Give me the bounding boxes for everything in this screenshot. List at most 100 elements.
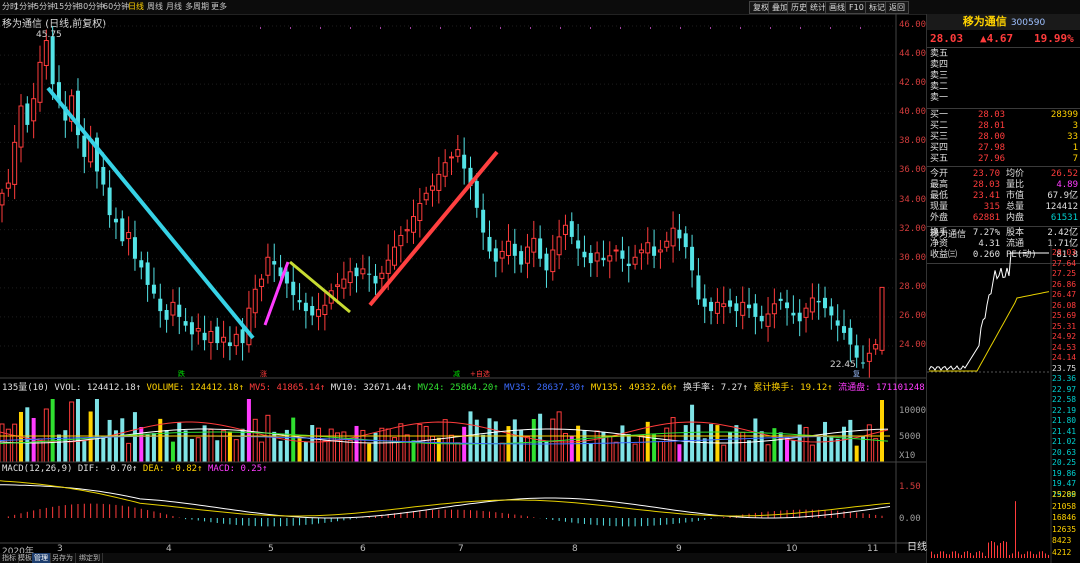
volume-bar <box>423 425 429 463</box>
candle-body <box>823 297 828 309</box>
mini-chart-title-text: 移为通信 <box>930 230 967 240</box>
buy-level-row[interactable]: 买四 27.98 1 <box>930 143 1080 154</box>
candle-body <box>848 327 853 345</box>
stat-value: 81.8 <box>1056 250 1078 260</box>
buy-level-price: 27.98 <box>978 143 1006 153</box>
period-tab-monthly[interactable]: 月线 <box>166 2 182 11</box>
buy-level-row[interactable]: 买三 28.00 33 <box>930 132 1080 143</box>
stat-value: 61531 <box>1050 213 1078 223</box>
top-tick-mark <box>710 27 711 29</box>
volume-bar <box>778 432 783 462</box>
volume-bar <box>544 441 549 462</box>
candle-body <box>740 301 746 316</box>
top-tick-mark <box>620 27 621 29</box>
stat-label: PE(动) <box>1006 250 1037 260</box>
sell-level-row[interactable]: 卖五 <box>930 49 1080 60</box>
volume-bar <box>765 444 771 463</box>
candle-body <box>379 272 385 279</box>
mini-volume-bar <box>961 554 962 558</box>
candle-body <box>670 227 676 247</box>
stat-value: 7.27% <box>972 228 1000 238</box>
sell-level-row[interactable]: 卖四 <box>930 60 1080 71</box>
mini-axis-label: 20.25 <box>1052 458 1077 467</box>
volume-bar <box>113 430 118 462</box>
period-tab-1min[interactable]: 1分钟 <box>14 2 36 11</box>
volume-bar <box>221 430 227 463</box>
mini-intraday-chart[interactable] <box>927 240 1080 563</box>
sell-level-row[interactable]: 卖三 <box>930 71 1080 82</box>
period-tab-5min[interactable]: 5分钟 <box>34 2 56 11</box>
volume-bar <box>37 438 43 463</box>
sell-level-row[interactable]: 卖一 <box>930 93 1080 104</box>
candle-body <box>291 281 296 296</box>
period-tab-weekly[interactable]: 周线 <box>147 2 163 11</box>
mini-volume-bar <box>1024 553 1025 558</box>
macd-dea: DEA: -0.82↑ <box>142 464 203 474</box>
top-tick-mark <box>500 27 501 29</box>
volume-bar <box>177 422 182 462</box>
trend-line-cyan <box>46 86 255 340</box>
mark-button[interactable]: 标记 <box>865 1 889 14</box>
volume-bar <box>208 428 214 463</box>
sell-level-row[interactable]: 卖二 <box>930 82 1080 93</box>
buy-level-row[interactable]: 买五 27.96 7 <box>930 154 1080 165</box>
stat-row: 最低 23.41 市值 67.9亿 <box>930 191 1080 202</box>
candle-body <box>423 192 429 201</box>
period-tab-timeshare[interactable]: 分时 <box>2 2 18 11</box>
period-tab-more[interactable]: 更多 <box>211 2 227 11</box>
mini-daily-tab[interactable]: 日线 <box>907 542 1057 553</box>
volume-bar <box>759 431 764 462</box>
price-axis-label: 34.00 <box>899 194 927 205</box>
candle-body <box>303 302 308 312</box>
kline-chart[interactable]: 45.75 22.45 跌 涨 减 +自选 复 <box>0 0 926 553</box>
vol-mv10: MV10: 32671.44↑ <box>330 383 413 393</box>
mini-daily-tab-label[interactable]: 日线 <box>907 542 927 553</box>
candle-body <box>411 216 417 233</box>
tab-manage[interactable]: 管理 <box>32 553 51 563</box>
candle-body <box>576 240 581 249</box>
volume-bar <box>562 432 568 463</box>
volume-bar <box>215 440 220 462</box>
candle-body <box>696 275 701 300</box>
stat-label: 换手 <box>930 228 949 238</box>
period-tab-30min[interactable]: 30分钟 <box>78 2 105 11</box>
candle-body <box>747 304 752 309</box>
mini-volume-bar <box>1021 554 1022 558</box>
candle-body <box>842 326 847 333</box>
period-tab-60min[interactable]: 60分钟 <box>103 2 130 11</box>
buy-level-row[interactable]: 买二 28.01 3 <box>930 121 1080 132</box>
period-tab-15min[interactable]: 15分钟 <box>54 2 81 11</box>
candle-body <box>12 141 18 185</box>
tab-indicator[interactable]: 指标 <box>0 553 19 563</box>
volume-bar <box>164 430 169 462</box>
candle-body <box>82 135 87 157</box>
candle-body <box>75 90 80 136</box>
mini-volume-bar <box>955 551 956 558</box>
mini-volume-bar <box>1030 551 1031 558</box>
period-tab-daily[interactable]: 日线 <box>128 2 144 11</box>
mini-axis-label: 26.08 <box>1052 300 1077 310</box>
candle-body <box>151 284 156 294</box>
buy-level-vol: 7 <box>1072 154 1078 164</box>
top-tick-mark <box>530 27 531 29</box>
tab-bind-to[interactable]: 绑定到 <box>77 553 103 563</box>
volume-bar <box>702 438 707 462</box>
stat-label: 流通 <box>1006 239 1025 249</box>
stat-value: 4.89 <box>1056 180 1078 190</box>
volume-bar <box>316 427 322 463</box>
volume-bar <box>379 427 385 463</box>
volume-bar <box>94 399 99 462</box>
volume-bar <box>512 419 517 462</box>
back-button[interactable]: 返回 <box>885 1 909 14</box>
top-tick-mark <box>320 27 321 29</box>
volume-bar <box>69 401 75 463</box>
candle-body <box>626 263 631 266</box>
period-tab-multi[interactable]: 多周期 <box>185 2 209 11</box>
tab-save-as[interactable]: 另存为 <box>50 553 76 563</box>
mini-axis-label: 22.58 <box>1052 395 1077 404</box>
buy-level-row[interactable]: 买一 28.03 28399 <box>930 110 1080 121</box>
sell-level-label: 卖一 <box>930 93 949 103</box>
quote-price: 28.03 <box>930 32 964 45</box>
volume-bar <box>519 430 524 462</box>
price-axis-label: 46.00 <box>899 20 927 30</box>
